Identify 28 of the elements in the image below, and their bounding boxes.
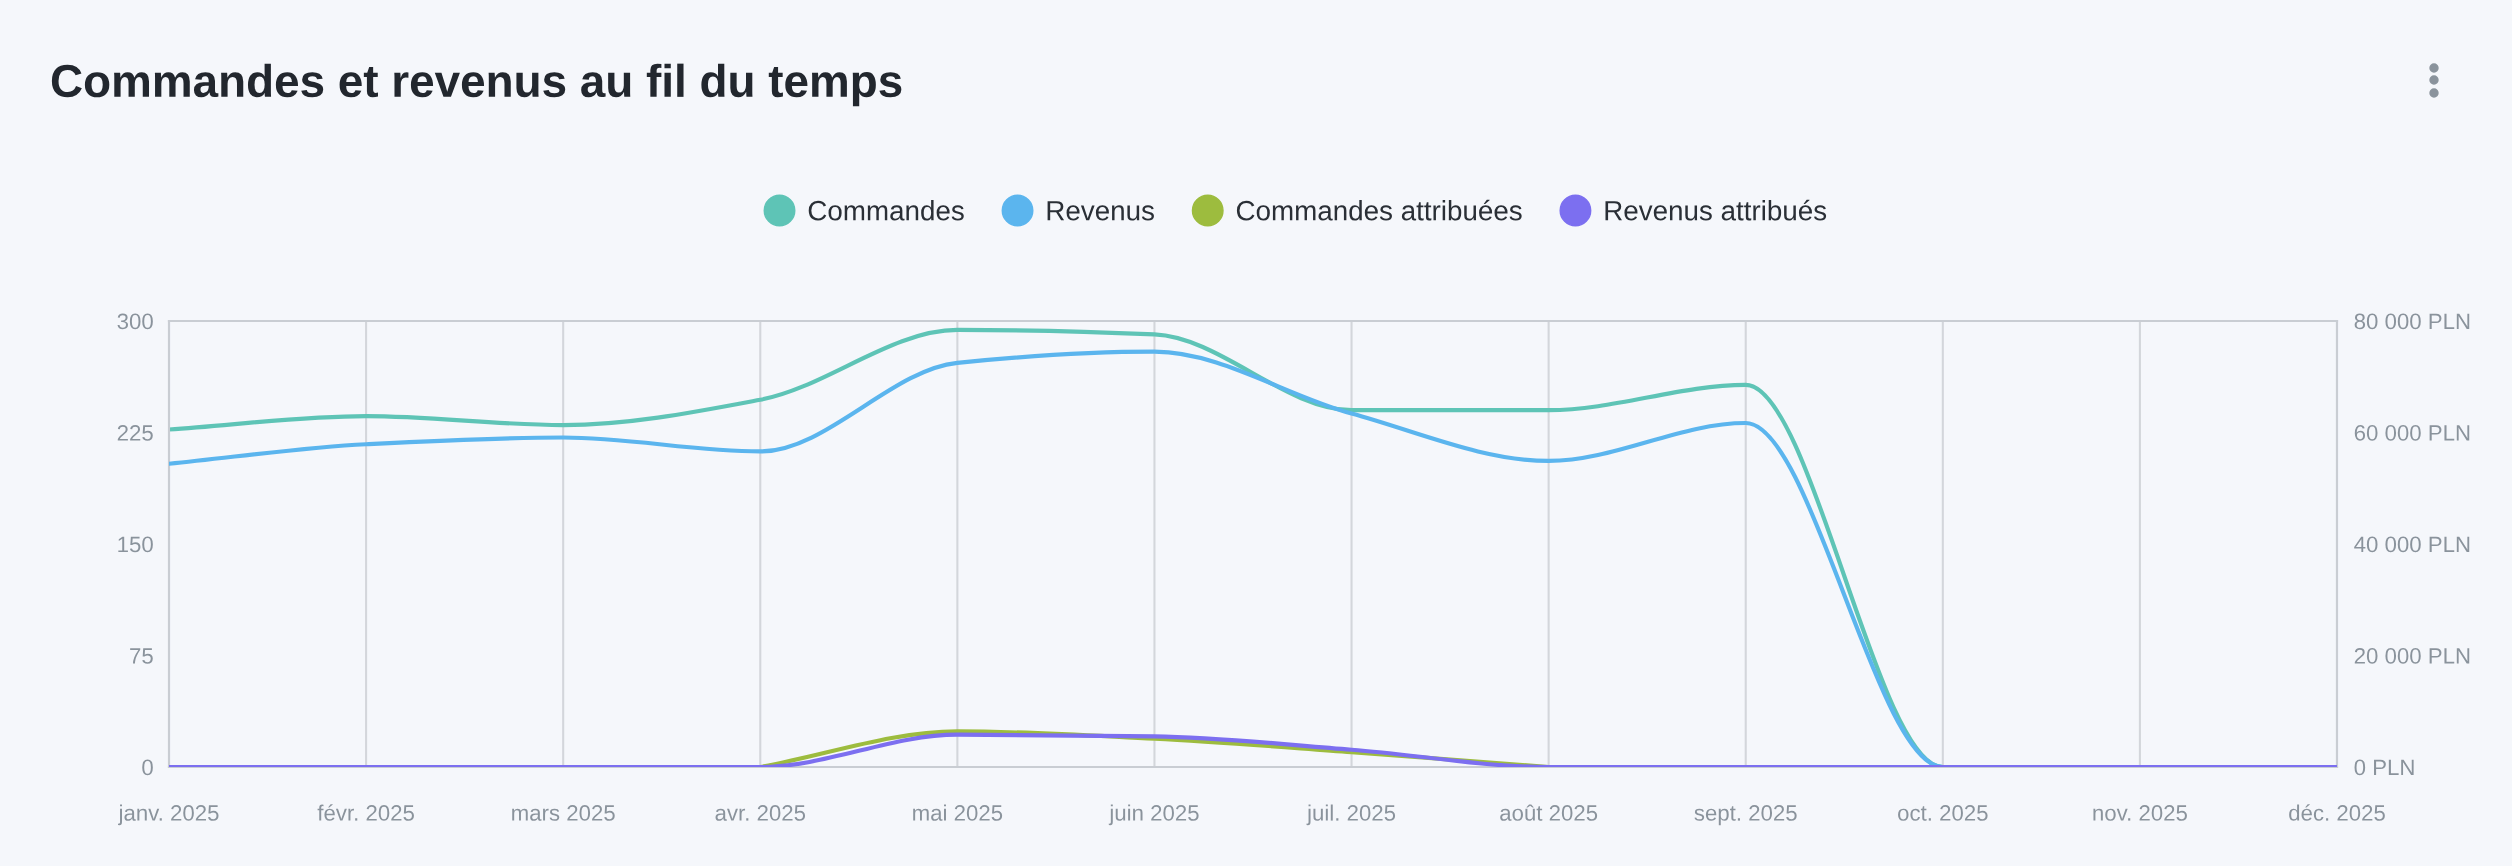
legend-label: Revenus attribués xyxy=(1605,199,1827,221)
y-tick-label: 300 xyxy=(117,313,153,330)
x-tick-label: sept. 2025 xyxy=(1694,805,1797,826)
x-tick-label: nov. 2025 xyxy=(2093,805,2187,821)
y2-tick-label: 40 000 PLN xyxy=(2354,536,2470,553)
x-tick-label: juin 2025 xyxy=(1108,804,1199,826)
line-series xyxy=(169,732,2337,767)
legend-label: Commandes attribuées xyxy=(1236,199,1522,221)
y2-tick-label: 20 000 PLN xyxy=(2354,648,2470,664)
x-tick-label: mai 2025 xyxy=(913,804,1003,821)
y-tick-label: 0 xyxy=(142,759,153,776)
x-tick-label: févr. 2025 xyxy=(317,804,414,821)
x-tick-label: oct. 2025 xyxy=(1898,805,1988,821)
x-tick-label: déc. 2025 xyxy=(2289,804,2385,821)
x-tick-label: août 2025 xyxy=(1500,804,1598,821)
y-tick-label: 75 xyxy=(130,648,153,664)
y-tick-label: 225 xyxy=(117,425,153,441)
y2-tick-label: 0 PLN xyxy=(2354,759,2414,776)
chart-title: Commandes et revenus au fil du temps xyxy=(51,63,902,107)
x-tick-label: avr. 2025 xyxy=(715,805,806,821)
x-tick-label: mars 2025 xyxy=(512,805,615,821)
legend-label: Revenus xyxy=(1047,201,1154,221)
x-tick-label: juil. 2025 xyxy=(1306,804,1396,826)
legend-label: Commandes xyxy=(808,200,964,221)
y2-tick-label: 60 000 PLN xyxy=(2354,425,2470,441)
y-tick-label: 150 xyxy=(118,536,153,553)
y2-tick-label: 80 000 PLN xyxy=(2354,313,2470,330)
x-tick-label: janv. 2025 xyxy=(118,804,219,826)
